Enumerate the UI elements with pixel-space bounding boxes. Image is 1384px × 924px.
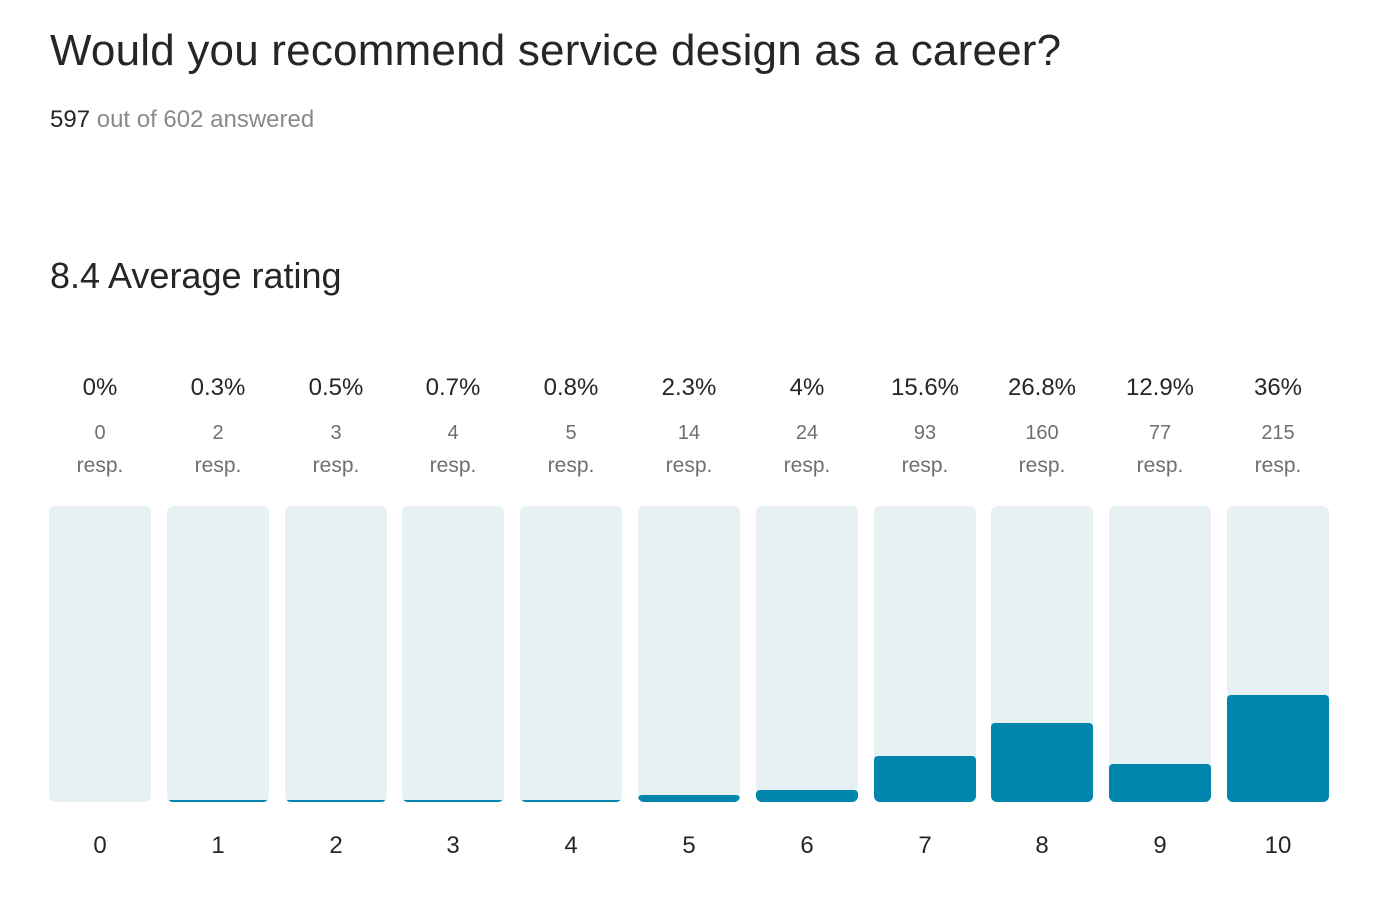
response-unit-label: resp. [1136,454,1184,477]
response-unit-label: resp. [429,454,477,477]
answered-total: out of 602 answered [90,106,315,133]
bar [520,799,622,802]
percent-label: 2.3% [661,374,717,401]
x-tick-label: 8 [1035,832,1049,859]
response-count: 0 [94,422,106,444]
response-count: 5 [565,422,577,444]
response-count: 24 [795,422,819,444]
percent-label: 4% [789,374,825,401]
response-unit-label: resp. [194,454,242,477]
bar-track [756,506,858,802]
bar [874,755,976,802]
response-unit-label: resp. [76,454,124,477]
bar-track [520,506,622,802]
response-count: 3 [330,422,342,444]
percent-label: 0.7% [425,374,481,401]
bar [402,799,504,802]
bar-track [874,506,976,802]
x-tick-label: 9 [1153,832,1167,859]
response-unit-label: resp. [312,454,360,477]
bar [285,800,387,802]
bar-track [402,506,504,802]
response-count: 4 [447,422,459,444]
response-count: 215 [1261,422,1295,444]
percent-label: 36% [1253,374,1303,401]
response-count: 160 [1025,422,1059,444]
bar [1227,695,1329,802]
average-rating: 8.4 Average rating [50,255,342,296]
response-unit-label: resp. [1018,454,1066,477]
percent-label: 0.3% [190,374,246,401]
percent-label: 26.8% [1007,374,1077,401]
bar [756,790,858,802]
response-unit-label: resp. [901,454,949,477]
bar [638,795,740,802]
bar [991,722,1093,802]
bar-track [638,506,740,802]
bar-track [49,506,151,802]
answered-count: 597 [50,106,91,133]
bar-track [167,506,269,802]
response-count: 77 [1148,422,1172,444]
x-tick-label: 6 [800,832,814,859]
x-tick-label: 7 [918,832,932,859]
bar [167,800,269,802]
x-tick-label: 10 [1264,832,1292,859]
percent-label: 12.9% [1125,374,1195,401]
x-tick-label: 0 [93,832,107,859]
x-tick-label: 3 [446,832,460,859]
bar-track [1227,506,1329,802]
response-count: 14 [677,422,701,444]
percent-label: 0.8% [543,374,599,401]
bar [1109,763,1211,802]
x-tick-label: 2 [329,832,343,859]
x-tick-label: 1 [211,832,225,859]
bar-track [991,506,1093,802]
response-unit-label: resp. [665,454,713,477]
percent-label: 0% [82,374,118,401]
response-count: 2 [212,422,224,444]
percent-label: 0.5% [308,374,364,401]
x-tick-label: 5 [682,832,696,859]
response-count: 93 [913,422,937,444]
question-title: Would you recommend service design as a … [50,26,1062,75]
bar-track [285,506,387,802]
response-unit-label: resp. [1254,454,1302,477]
response-unit-label: resp. [547,454,595,477]
percent-label: 15.6% [890,374,960,401]
bar-track [1109,506,1211,802]
response-unit-label: resp. [783,454,831,477]
answered-summary: 597 out of 602 answered [50,106,314,134]
x-tick-label: 4 [564,832,578,859]
